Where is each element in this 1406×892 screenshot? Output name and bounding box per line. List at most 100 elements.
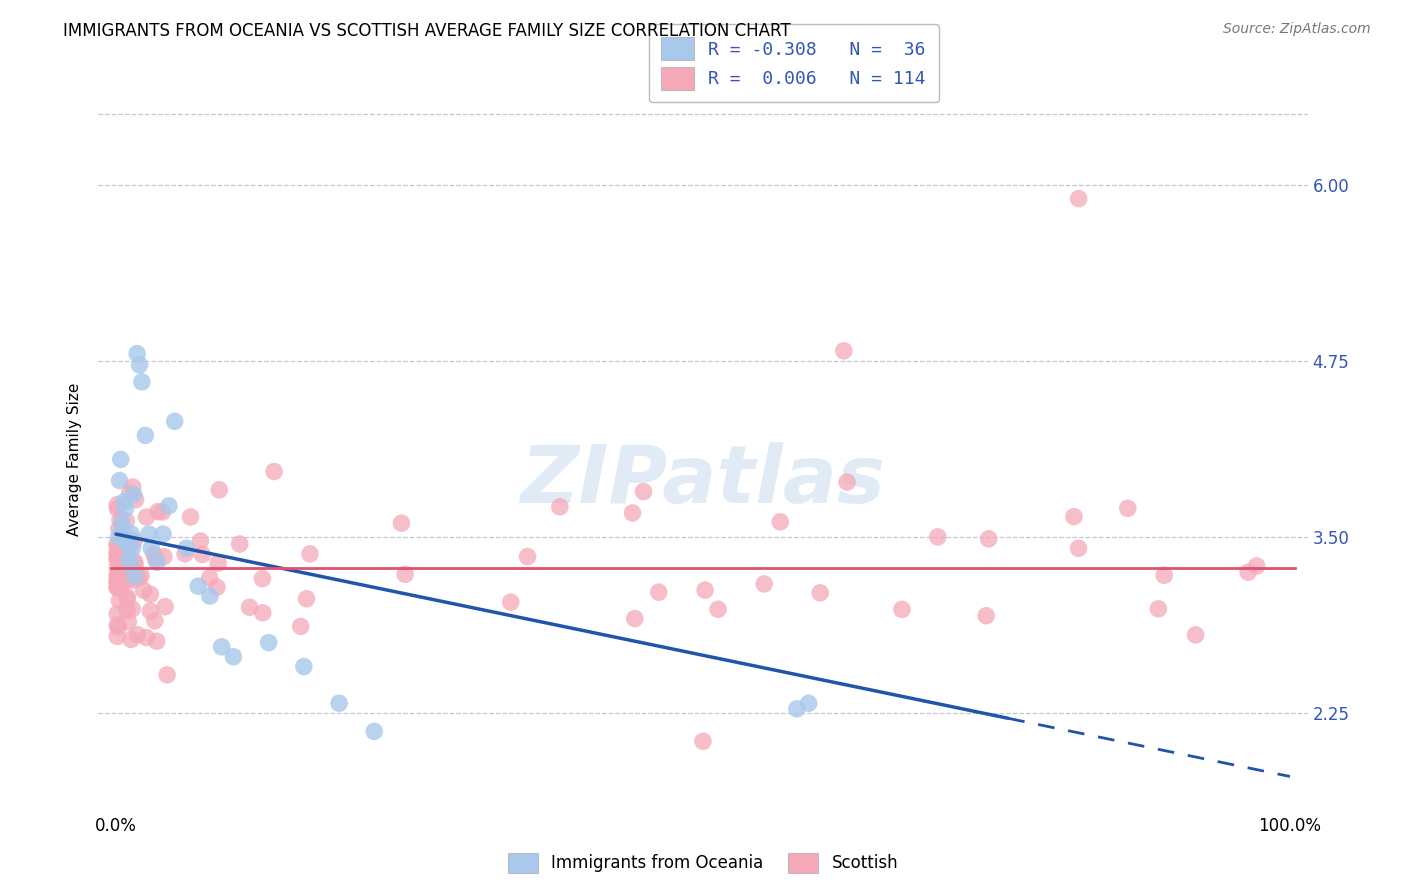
Point xyxy=(111,516,134,530)
Point xyxy=(499,595,522,609)
Point xyxy=(120,558,142,573)
Point xyxy=(107,620,129,634)
Point xyxy=(115,533,138,547)
Point xyxy=(108,593,131,607)
Point xyxy=(222,649,245,664)
Point xyxy=(211,640,233,654)
Point xyxy=(110,537,132,551)
Point xyxy=(927,530,949,544)
Point xyxy=(693,583,716,598)
Point xyxy=(1237,565,1260,579)
Point xyxy=(633,484,655,499)
Point xyxy=(153,599,176,614)
Point xyxy=(112,537,135,551)
Legend: R = -0.308   N =  36, R =  0.006   N = 114: R = -0.308 N = 36, R = 0.006 N = 114 xyxy=(648,24,939,103)
Point xyxy=(138,527,160,541)
Point xyxy=(117,573,139,587)
Point xyxy=(150,505,173,519)
Point xyxy=(153,549,176,564)
Point xyxy=(143,614,166,628)
Point xyxy=(146,505,169,519)
Point xyxy=(290,619,312,633)
Text: IMMIGRANTS FROM OCEANIA VS SCOTTISH AVERAGE FAMILY SIZE CORRELATION CHART: IMMIGRANTS FROM OCEANIA VS SCOTTISH AVER… xyxy=(63,22,792,40)
Point xyxy=(143,548,166,562)
Point xyxy=(1153,568,1175,582)
Point xyxy=(187,579,209,593)
Point xyxy=(139,587,162,601)
Point xyxy=(707,602,730,616)
Point xyxy=(163,414,186,428)
Point xyxy=(135,510,157,524)
Point xyxy=(120,533,142,548)
Point xyxy=(105,568,128,582)
Point xyxy=(110,452,132,467)
Point xyxy=(1063,509,1085,524)
Point xyxy=(110,562,132,576)
Point xyxy=(252,606,274,620)
Point xyxy=(621,506,644,520)
Point xyxy=(107,551,129,566)
Point xyxy=(1067,192,1090,206)
Point xyxy=(548,500,571,514)
Point xyxy=(105,576,128,591)
Point xyxy=(112,494,135,508)
Point xyxy=(295,591,318,606)
Point xyxy=(131,375,153,389)
Point xyxy=(105,547,128,561)
Point xyxy=(105,580,128,594)
Point xyxy=(118,486,141,500)
Point xyxy=(516,549,538,564)
Point xyxy=(117,615,139,629)
Point xyxy=(977,532,1000,546)
Point xyxy=(174,547,197,561)
Point xyxy=(1246,559,1268,574)
Point xyxy=(105,538,128,552)
Point xyxy=(141,541,163,556)
Point xyxy=(808,586,831,600)
Point xyxy=(145,552,167,566)
Point xyxy=(107,530,129,544)
Point xyxy=(156,668,179,682)
Point xyxy=(105,498,128,512)
Point xyxy=(121,480,143,494)
Point xyxy=(105,618,128,632)
Point xyxy=(108,580,131,594)
Point xyxy=(754,577,776,591)
Point xyxy=(648,585,671,599)
Point xyxy=(207,556,229,570)
Point xyxy=(298,547,321,561)
Point xyxy=(115,604,138,618)
Point xyxy=(257,635,280,649)
Point xyxy=(115,592,138,607)
Point xyxy=(121,541,143,556)
Point xyxy=(363,724,385,739)
Point xyxy=(105,537,128,551)
Y-axis label: Average Family Size: Average Family Size xyxy=(67,383,83,536)
Point xyxy=(239,600,262,615)
Legend: Immigrants from Oceania, Scottish: Immigrants from Oceania, Scottish xyxy=(501,847,905,880)
Point xyxy=(391,516,413,531)
Point xyxy=(105,607,128,621)
Point xyxy=(129,569,152,583)
Point xyxy=(120,527,142,541)
Point xyxy=(115,590,138,604)
Point xyxy=(692,734,714,748)
Point xyxy=(124,569,146,583)
Point xyxy=(198,589,221,603)
Point xyxy=(127,628,149,642)
Text: ZIPatlas: ZIPatlas xyxy=(520,442,886,519)
Point xyxy=(832,343,855,358)
Point xyxy=(228,537,250,551)
Point xyxy=(115,514,138,528)
Point xyxy=(132,583,155,598)
Point xyxy=(1067,541,1090,556)
Point xyxy=(191,548,214,562)
Point xyxy=(1184,628,1206,642)
Point xyxy=(105,574,128,589)
Point xyxy=(108,567,131,582)
Point xyxy=(146,555,169,569)
Point xyxy=(328,696,350,710)
Point xyxy=(120,632,142,647)
Point xyxy=(128,571,150,585)
Text: Source: ZipAtlas.com: Source: ZipAtlas.com xyxy=(1223,22,1371,37)
